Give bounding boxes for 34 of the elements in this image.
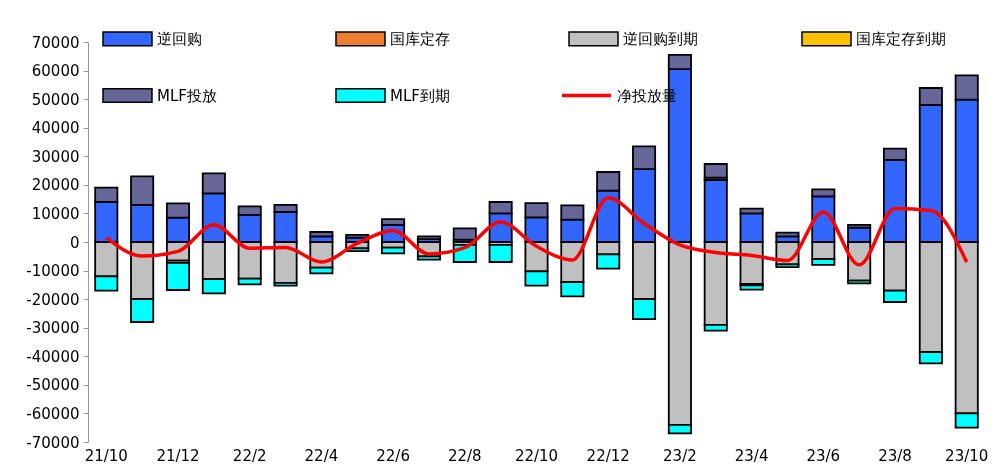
y-tick-label: 40000 [31,119,80,138]
legend-label: 逆回购到期 [623,29,698,48]
x-tick-label: 23/10 [945,446,989,465]
y-tick-label: -30000 [26,319,80,338]
legend-label: MLF到期 [390,86,450,105]
x-tick-label: 22/10 [514,446,559,465]
y-tick-label: -70000 [26,433,80,452]
x-tick-label: 23/4 [734,446,769,465]
x-tick-label: 23/2 [663,446,697,465]
legend-label: 国库定存到期 [856,29,946,48]
y-tick-label: -50000 [26,376,80,395]
x-tick-label: 22/6 [376,446,410,465]
y-tick-label: 70000 [31,33,80,52]
x-tick-label: 22/12 [586,446,630,465]
y-tick-label: 10000 [31,204,80,223]
y-tick-label: -20000 [26,290,80,309]
y-tick-label: -40000 [26,347,80,366]
x-tick-label: 22/8 [447,446,482,465]
legend-label: 逆回购 [157,29,202,48]
y-tick-label: 50000 [31,90,80,109]
x-tick-label: 23/8 [878,446,912,465]
legend-label: 国库定存 [390,29,450,48]
y-tick-label: 0 [69,233,80,252]
y-tick-label: -10000 [26,262,80,281]
y-tick-label: 60000 [31,62,80,81]
x-tick-label: 23/6 [806,446,841,465]
x-tick-label: 21/10 [84,446,128,465]
x-tick-label: 22/4 [304,446,339,465]
y-tick-label: 30000 [31,147,80,166]
y-tick-label: -60000 [26,404,80,423]
y-tick-label: 20000 [31,176,80,195]
x-tick-label: 21/12 [156,446,200,465]
x-tick-label: 22/2 [232,446,267,465]
legend-label: MLF投放 [157,86,217,105]
